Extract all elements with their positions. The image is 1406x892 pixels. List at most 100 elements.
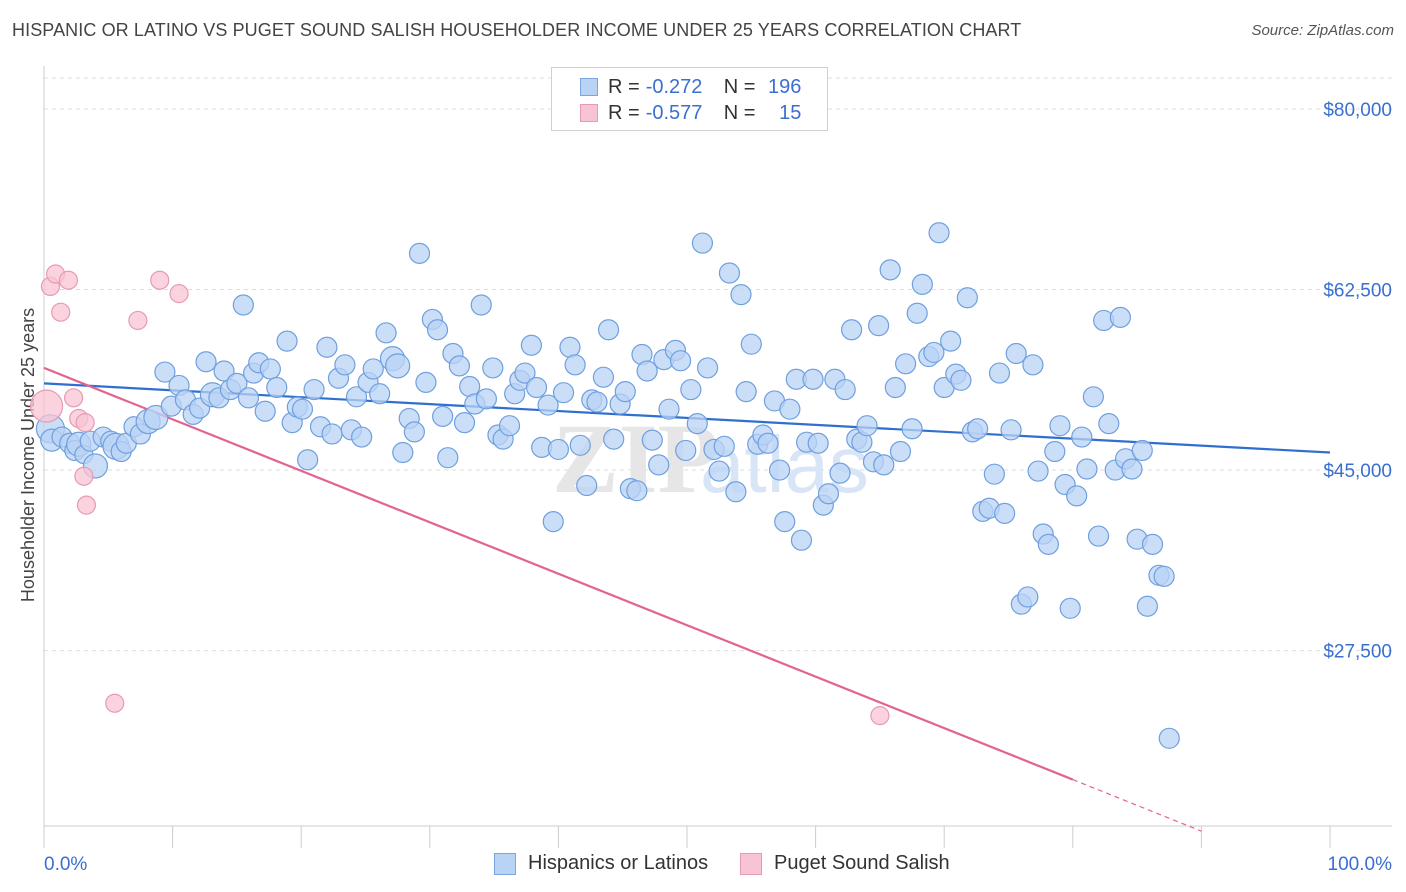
- hispanics-point: [950, 369, 972, 391]
- hispanics-point: [334, 354, 356, 376]
- n-label: N =: [723, 75, 756, 98]
- puget-point: [76, 495, 97, 515]
- hispanics-point: [552, 382, 575, 404]
- hispanics-point: [143, 404, 169, 431]
- hispanics-point: [911, 273, 933, 295]
- hispanics-point: [779, 398, 801, 420]
- hispanics-point: [542, 511, 564, 533]
- hispanics-point: [879, 259, 901, 281]
- y-tick-labels: $27,500 $45,000 $62,500 $80,000: [1323, 100, 1392, 663]
- puget-point: [150, 270, 170, 290]
- hispanics-point: [564, 354, 586, 376]
- hispanics-point: [559, 336, 581, 358]
- hispanics-point: [841, 319, 863, 341]
- puget-point: [58, 270, 79, 290]
- hispanics-point: [718, 262, 741, 284]
- hispanics-point: [369, 383, 391, 405]
- hispanics-point: [276, 330, 298, 352]
- hispanics-point: [884, 376, 906, 399]
- hispanics-point: [195, 351, 217, 373]
- y-tick-label: $62,500: [1323, 281, 1392, 302]
- puget-point: [63, 388, 84, 408]
- hispanics-point: [226, 372, 248, 394]
- hispanics-point: [297, 449, 319, 471]
- hispanics-point: [259, 358, 281, 380]
- r-value-hispanics: -0.272: [645, 75, 703, 98]
- hispanics-point: [482, 357, 504, 379]
- hispanics-point: [1141, 533, 1164, 555]
- legend-item-hispanics[interactable]: Hispanics or Latinos: [494, 852, 708, 875]
- hispanics-point: [641, 429, 663, 451]
- hispanics-point: [316, 336, 338, 358]
- hispanics-point: [691, 232, 714, 254]
- hispanics-point: [213, 360, 235, 382]
- hispanics-point: [696, 357, 719, 379]
- trend-line-puget-extension: [1072, 779, 1202, 832]
- hispanics-point: [392, 441, 414, 464]
- hispanics-point: [266, 376, 288, 399]
- hispanics-point: [603, 428, 625, 450]
- r-label: R =: [608, 101, 640, 124]
- hispanics-point: [1022, 354, 1044, 376]
- hispanics-point: [768, 459, 791, 481]
- hispanics-point: [648, 454, 670, 476]
- hispanics-point: [1076, 458, 1098, 480]
- hispanics-point: [437, 447, 459, 469]
- n-value-puget: 15: [779, 101, 802, 124]
- hispanics-point: [940, 330, 962, 352]
- legend-swatch-pink: [740, 852, 762, 875]
- r-value-puget: -0.577: [645, 101, 703, 124]
- hispanics-point: [889, 440, 912, 463]
- hispanics-point: [817, 483, 840, 505]
- hispanics-point: [1109, 306, 1131, 328]
- legend-item-puget[interactable]: Puget Sound Salish: [740, 852, 950, 875]
- hispanics-point: [1098, 413, 1120, 435]
- hispanics-point: [232, 294, 254, 316]
- series-puget-points: [29, 264, 890, 726]
- puget-point: [105, 693, 125, 713]
- hispanics-point: [321, 423, 343, 445]
- y-tick-label: $80,000: [1323, 100, 1392, 121]
- hispanics-point: [873, 454, 895, 476]
- hispanics-point: [1158, 727, 1180, 749]
- hispanics-point: [956, 287, 978, 309]
- hispanics-point: [453, 411, 476, 434]
- hispanics-point: [669, 350, 692, 372]
- hispanics-point: [708, 460, 730, 482]
- hispanics-point: [537, 394, 559, 416]
- legend-label-puget: Puget Sound Salish: [774, 852, 950, 874]
- legend-row-puget: R = -0.577 N = 15: [580, 101, 801, 125]
- hispanics-point: [592, 366, 615, 388]
- hispanics-point: [988, 362, 1011, 384]
- hispanics-point: [569, 434, 591, 456]
- hispanics-point: [713, 435, 735, 457]
- hispanics-point: [834, 378, 856, 401]
- hispanics-point: [1121, 458, 1143, 480]
- hispanics-point: [1037, 533, 1059, 555]
- hispanics-point: [375, 322, 397, 344]
- r-label: R =: [608, 75, 640, 98]
- hispanics-point: [1082, 386, 1104, 408]
- hispanics-point: [983, 463, 1005, 485]
- hispanics-point: [614, 381, 636, 403]
- hispanics-point: [459, 375, 481, 398]
- hispanics-point: [385, 353, 411, 379]
- hispanics-point: [680, 378, 702, 401]
- hispanics-point: [757, 432, 779, 454]
- puget-point: [29, 389, 64, 423]
- hispanics-point: [408, 242, 431, 264]
- puget-point: [75, 412, 95, 433]
- source-credit: Source: ZipAtlas.com: [1251, 22, 1394, 39]
- hispanics-point: [636, 360, 658, 382]
- hispanics-point: [1087, 525, 1110, 547]
- hispanics-point: [675, 439, 697, 462]
- hispanics-point: [906, 302, 928, 324]
- hispanics-point: [520, 334, 542, 356]
- puget-point: [51, 302, 71, 322]
- hispanics-point: [154, 361, 176, 383]
- puget-point: [870, 706, 890, 726]
- trend-line-puget: [43, 366, 1074, 781]
- hispanics-point: [735, 381, 757, 403]
- hispanics-point: [576, 474, 598, 497]
- hispanics-point: [303, 378, 325, 401]
